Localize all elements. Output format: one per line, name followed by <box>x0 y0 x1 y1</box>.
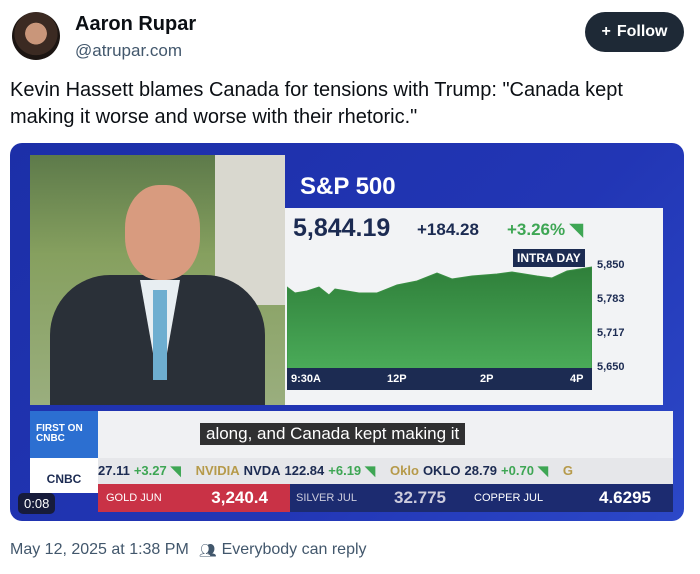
y-tick: 5,850 <box>597 259 625 271</box>
post-date[interactable]: May 12, 2025 at 1:38 PM <box>10 541 189 558</box>
post-footer: May 12, 2025 at 1:38 PM 👥︎ Everybody can … <box>10 541 367 559</box>
plus-icon: + <box>601 23 611 40</box>
follow-label: Follow <box>616 23 668 40</box>
intraday-area <box>287 266 592 388</box>
y-tick: 5,717 <box>597 327 625 339</box>
cnbc-logo: CNBC <box>30 458 98 493</box>
copper-quote: COPPER JUL 4.6295 <box>468 484 673 512</box>
reply-setting: Everybody can reply <box>221 541 367 558</box>
follow-button[interactable]: + Follow <box>585 12 684 52</box>
silver-quote: SILVER JUL 32.775 <box>290 484 468 512</box>
first-on-cnbc-badge: FIRST ON CNBC <box>30 411 98 458</box>
intraday-label: INTRA DAY <box>513 249 585 267</box>
quote-panel: 5,844.19 +184.28 +3.26% ◥ INTRA DAY 9:30… <box>285 208 663 405</box>
video-person <box>30 155 285 405</box>
x-axis: 9:30A 12P 2P 4P <box>287 368 592 390</box>
x-tick: 2P <box>480 373 494 385</box>
y-tick: 5,783 <box>597 293 625 305</box>
intraday-chart <box>287 266 592 388</box>
index-change: +184.28 <box>417 220 479 239</box>
x-tick: 4P <box>570 373 584 385</box>
video-player[interactable]: S&P 500 5,844.19 +184.28 +3.26% ◥ INTRA … <box>10 143 684 521</box>
y-tick: 5,650 <box>597 361 625 373</box>
avatar[interactable] <box>12 12 60 60</box>
index-price: 5,844.19 <box>293 214 391 242</box>
video-caption: along, and Canada kept making it <box>200 423 466 445</box>
x-tick: 9:30A <box>291 373 321 385</box>
index-percent: +3.26% ◥ <box>507 220 583 239</box>
gold-quote: GOLD JUN 3,240.4 <box>98 484 290 512</box>
video-timestamp: 0:08 <box>18 493 56 514</box>
people-icon: 👥︎ <box>198 541 217 558</box>
author-name[interactable]: Aaron Rupar <box>75 13 197 35</box>
stock-ticker: 27.11 +3.27 ◥ NVIDIA NVDA 122.84 +6.19 ◥ Oklo O… <box>98 458 673 484</box>
x-tick: 12P <box>387 373 407 385</box>
index-name: S&P 500 <box>300 173 396 200</box>
post-text: Kevin Hassett blames Canada for tensions… <box>10 79 623 128</box>
author-handle[interactable]: @atrupar.com <box>75 41 183 60</box>
